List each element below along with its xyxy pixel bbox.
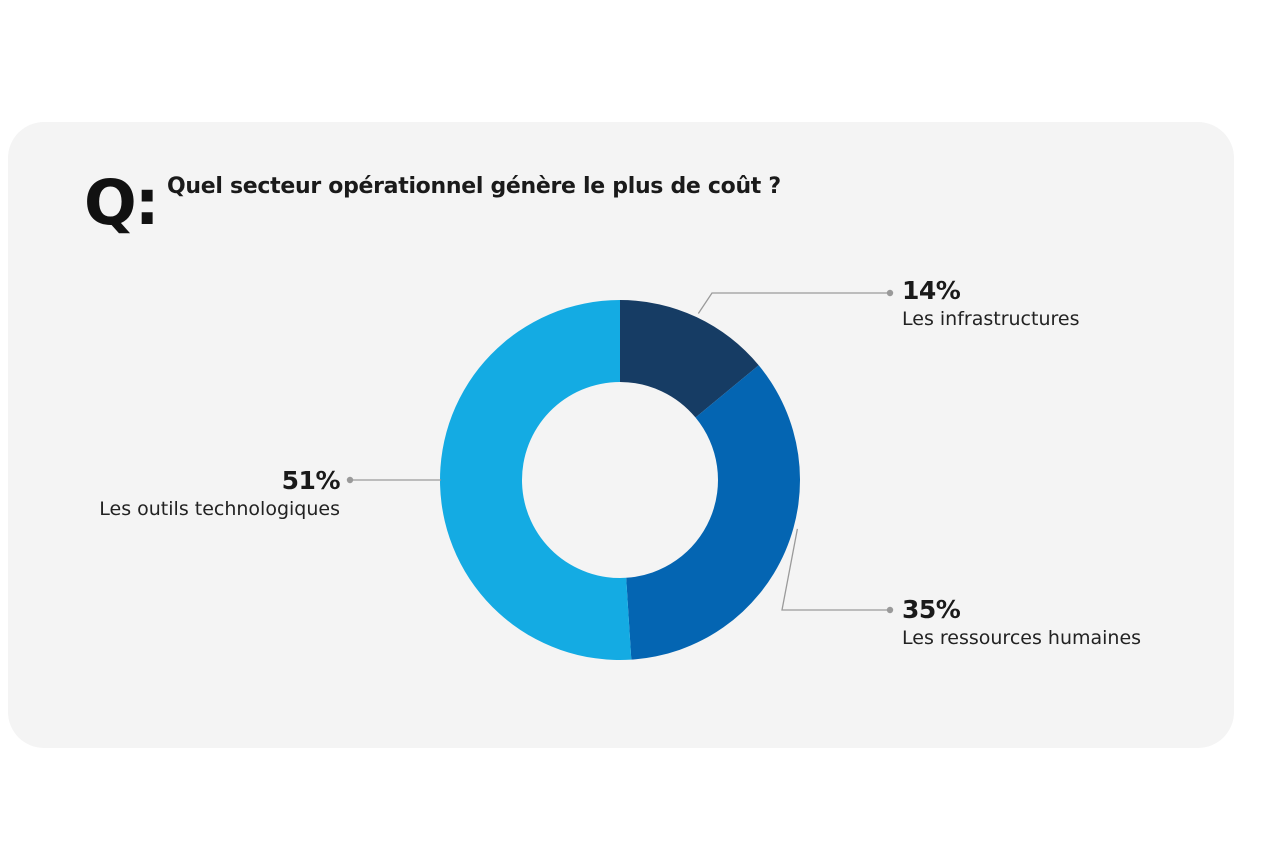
donut-slice-ressources-humaines xyxy=(626,365,800,660)
slice-value-ressources-humaines: 35% xyxy=(902,595,961,624)
question-title: Quel secteur opérationnel génère le plus… xyxy=(167,174,781,199)
leader-dot-ressources-humaines xyxy=(886,606,894,614)
leader-dot-infrastructures xyxy=(886,289,894,297)
label-infrastructures: 14% Les infrastructures xyxy=(902,276,1079,332)
slice-label-ressources-humaines: Les ressources humaines xyxy=(902,627,1142,649)
slice-value-infrastructures: 14% xyxy=(902,276,961,305)
leader-line-ressources-humaines xyxy=(781,528,888,611)
leader-line-infrastructures xyxy=(697,292,888,314)
question-prefix: Q: xyxy=(84,166,159,239)
donut-slice-infrastructures xyxy=(620,300,759,418)
slice-value-outils-technologiques: 51% xyxy=(281,466,341,495)
donut-slice-outils-technologiques xyxy=(440,300,632,660)
leader-dot-outils-technologiques xyxy=(346,476,354,484)
slice-label-outils-technologiques: Les outils technologiques xyxy=(99,498,340,520)
label-ressources-humaines: 35% Les ressources humaines xyxy=(902,595,1141,651)
label-outils-technologiques: 51% Les outils technologiques xyxy=(99,466,340,522)
slice-label-infrastructures: Les infrastructures xyxy=(902,308,1080,330)
